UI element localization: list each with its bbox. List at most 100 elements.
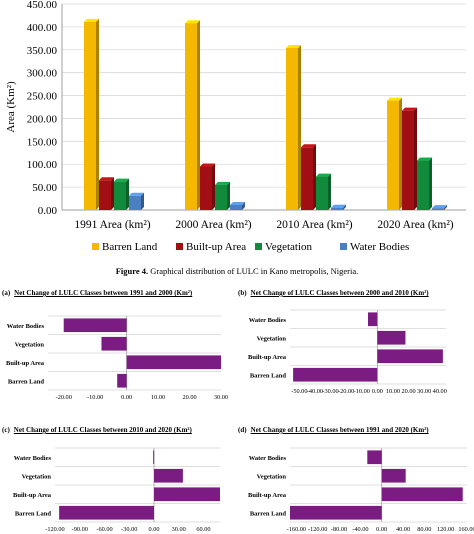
net-change-chart-a: Water Bodies Vegetation Built-up Area Barre… — [6, 315, 228, 401]
x-category-label: 2020 Area (km²) — [377, 219, 453, 231]
net-change-bar — [63, 318, 127, 333]
net-change-bar — [367, 450, 382, 465]
net-change-bar — [377, 330, 406, 345]
net-change-panel-c: (c) Net Change of LULC Classes between 20… — [0, 420, 232, 534]
bar-water-bodies — [331, 207, 343, 210]
legend-label: Water Bodies — [350, 241, 409, 253]
x-tick-label: 40.00 — [396, 526, 410, 533]
bar-water-bodies — [129, 195, 141, 210]
x-tick-label: 20.00 — [401, 388, 415, 395]
category-label: Barren Land — [15, 510, 52, 517]
bar-top-water-bodies — [129, 192, 144, 196]
panel-c-title: (c) Net Change of LULC Classes between 20… — [2, 426, 192, 434]
x-tick-label: -50.00 — [291, 388, 307, 395]
bar-side-built-up-area — [111, 177, 114, 210]
x-tick-label: 10.00 — [386, 388, 400, 395]
category-label: Built-up Area — [248, 354, 287, 361]
bar-vegetation — [417, 160, 429, 210]
bar-barren-land — [286, 47, 298, 210]
x-tick-label: -90.00 — [72, 526, 88, 533]
bar-side-water-bodies — [343, 204, 346, 210]
bar-side-vegetation — [429, 157, 432, 210]
bar-built-up-area — [200, 166, 212, 210]
y-tick-label: 100.00 — [27, 159, 58, 171]
net-change-bar — [293, 367, 378, 382]
bar-side-built-up-area — [313, 144, 316, 210]
y-axis-title: Area (Km²) — [5, 81, 17, 133]
category-label: Built-up Area — [6, 360, 45, 367]
category-label: Vegetation — [15, 341, 45, 348]
category-label: Built-up Area — [248, 492, 287, 499]
x-tick-label: -60.00 — [96, 526, 112, 533]
x-tick-label: 0.00 — [148, 526, 159, 533]
bar-top-barren-land — [387, 97, 402, 101]
x-tick-label: -40.00 — [352, 526, 368, 533]
panel-a-label: (a) — [2, 289, 11, 297]
bar-water-bodies — [432, 208, 444, 210]
y-tick-label: 0.00 — [38, 205, 58, 217]
bar-side-vegetation — [227, 181, 230, 210]
bar-side-water-bodies — [444, 205, 447, 210]
panel-d-title-text: Net Change of LULC Classes between 1991 … — [250, 426, 429, 434]
x-tick-label: -10.00 — [87, 394, 103, 401]
bar-vegetation — [114, 181, 126, 210]
x-tick-label: -10.00 — [354, 388, 370, 395]
category-label: Water Bodies — [249, 317, 287, 324]
net-change-bar — [153, 450, 155, 465]
bar-barren-land — [387, 100, 399, 210]
x-category-label: 1991 Area (km²) — [74, 219, 150, 231]
bar-side-water-bodies — [141, 192, 144, 210]
net-change-panel-a: (a) Net Change of LULC Classes between 19… — [0, 284, 232, 402]
y-tick-label: 300.00 — [27, 68, 58, 80]
legend-swatch — [340, 243, 347, 250]
bar-top-water-bodies — [331, 204, 346, 208]
x-tick-label: 160.00 — [458, 526, 474, 533]
x-tick-label: -40.00 — [307, 388, 323, 395]
panel-d-label: (d) — [238, 426, 247, 434]
x-tick-label: -30.00 — [121, 526, 137, 533]
category-label: Vegetation — [257, 473, 287, 480]
y-tick-label: 200.00 — [27, 113, 58, 125]
panel-b-title: (b) Net Change of LULC Classes between 20… — [238, 289, 429, 297]
category-label: Built-up Area — [13, 492, 52, 499]
bar-top-water-bodies — [432, 205, 447, 209]
bar-side-vegetation — [126, 178, 129, 210]
net-change-bar — [59, 505, 154, 520]
x-tick-label: -20.00 — [338, 388, 354, 395]
bar-top-vegetation — [417, 157, 432, 161]
legend-swatch — [255, 243, 262, 250]
legend-label: Built-up Area — [186, 241, 246, 253]
bar-top-built-up-area — [200, 163, 215, 167]
net-change-bar — [368, 312, 378, 327]
bar-vegetation — [316, 176, 328, 210]
x-tick-label: 0.00 — [376, 526, 387, 533]
x-tick-label: 0.00 — [121, 394, 132, 401]
bar-top-built-up-area — [301, 144, 316, 148]
panel-b-title-text: Net Change of LULC Classes between 2000 … — [250, 289, 429, 297]
bar-side-vegetation — [328, 173, 331, 210]
net-change-bar — [377, 349, 443, 364]
bar-top-built-up-area — [99, 177, 114, 181]
x-tick-label: 30.00 — [417, 388, 431, 395]
category-label: Barren Land — [8, 378, 45, 385]
x-tick-label: -30.00 — [322, 388, 338, 395]
net-change-chart-c: Water Bodies Vegetation Built-up Area Barre… — [13, 447, 220, 533]
x-tick-label: 40.00 — [433, 388, 447, 395]
y-tick-label: 50.00 — [32, 182, 57, 194]
x-tick-label: 120.00 — [437, 526, 454, 533]
x-tick-label: 20.00 — [182, 394, 196, 401]
panel-c-label: (c) — [2, 426, 10, 434]
x-tick-label: 30.00 — [172, 526, 186, 533]
category-label: Barren Land — [250, 372, 287, 379]
bar-side-barren-land — [96, 18, 99, 210]
x-tick-label: -120.00 — [308, 526, 327, 533]
category-label: Vegetation — [257, 335, 287, 342]
bar-top-vegetation — [215, 181, 230, 185]
x-tick-label: 80.00 — [417, 526, 431, 533]
x-tick-label: 10.00 — [151, 394, 165, 401]
bar-built-up-area — [402, 110, 414, 210]
bar-top-built-up-area — [402, 107, 417, 111]
bar-water-bodies — [230, 204, 242, 210]
figure-caption: Figure 4. Graphical distribution of LULC… — [0, 266, 474, 276]
bar-side-built-up-area — [414, 107, 417, 210]
